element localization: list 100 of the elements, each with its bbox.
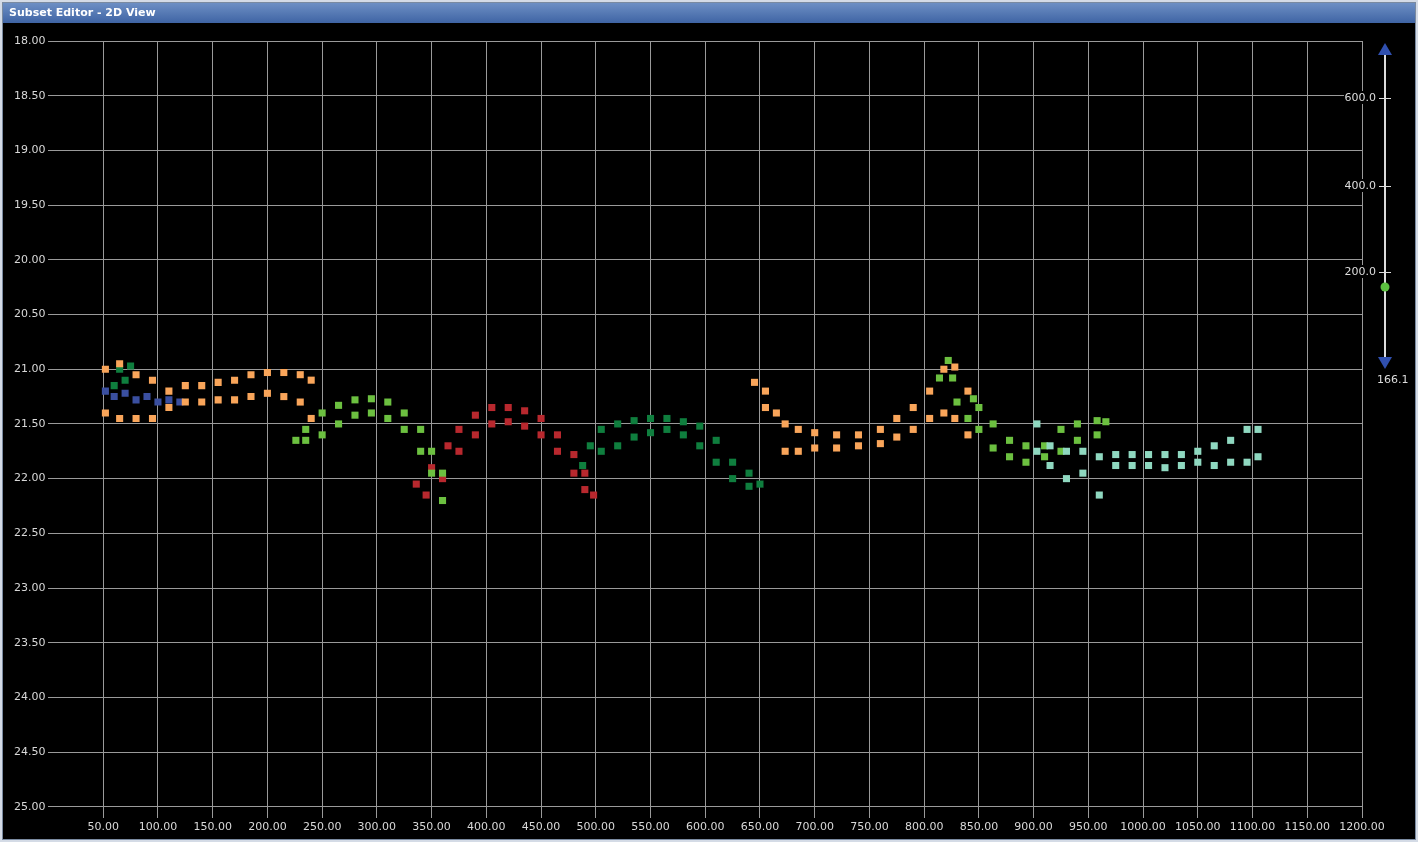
y-tick-label: 20.00 — [13, 252, 46, 266]
point — [1112, 461, 1120, 470]
range-slider: 600.0 400.0 200.0 166.1 — [1343, 43, 1415, 403]
point — [110, 393, 118, 401]
point — [909, 403, 917, 412]
point — [444, 442, 452, 450]
x-tick-label: 150.00 — [193, 820, 232, 834]
point — [296, 398, 304, 406]
point — [504, 403, 512, 412]
point — [1006, 453, 1014, 461]
x-tick-label: 300.00 — [357, 820, 397, 834]
point — [439, 469, 447, 477]
point — [422, 491, 430, 499]
point — [148, 376, 157, 384]
point — [181, 398, 189, 406]
point — [455, 447, 463, 455]
point — [794, 447, 802, 455]
y-tick-label: 20.50 — [13, 307, 46, 321]
point — [893, 414, 901, 422]
point — [214, 396, 222, 404]
point — [455, 425, 463, 433]
point — [579, 461, 587, 470]
point — [280, 393, 288, 401]
point — [1128, 461, 1136, 470]
point — [646, 429, 655, 437]
point — [1112, 451, 1120, 459]
chart-title: Subset Editor - 2D View — [3, 3, 1415, 23]
point — [781, 447, 789, 455]
x-tick-label: 400.00 — [467, 820, 506, 834]
y-tick-label: 19.50 — [13, 197, 46, 211]
point — [953, 398, 961, 406]
point — [597, 447, 605, 455]
point — [367, 395, 375, 403]
point — [926, 387, 934, 395]
point — [263, 368, 271, 377]
point — [181, 382, 189, 390]
point — [101, 409, 109, 417]
point — [296, 371, 304, 379]
point — [471, 431, 479, 439]
point — [696, 442, 704, 450]
point — [1161, 451, 1169, 459]
point — [926, 414, 934, 422]
x-tick-label: 1050.00 — [1175, 820, 1221, 834]
point — [876, 440, 884, 448]
point — [1033, 420, 1041, 428]
point — [1161, 464, 1169, 472]
point — [439, 496, 447, 505]
point — [909, 425, 917, 433]
point — [143, 393, 151, 401]
point — [761, 387, 769, 395]
point — [247, 371, 255, 379]
point — [964, 431, 972, 439]
point — [384, 414, 392, 422]
point — [351, 411, 359, 419]
point — [570, 451, 578, 459]
point — [794, 425, 802, 433]
point — [940, 409, 948, 417]
annotation: 400.0 — [1343, 179, 1377, 192]
point — [263, 389, 271, 397]
annotation: 200.0 — [1343, 265, 1377, 278]
point — [975, 403, 983, 412]
point — [1022, 442, 1030, 450]
x-tick-label: 250.00 — [302, 820, 342, 834]
point — [214, 378, 222, 386]
point — [1057, 425, 1065, 433]
x-tick-label: 600.00 — [686, 820, 725, 834]
point — [745, 469, 753, 477]
point — [951, 414, 959, 422]
point — [781, 420, 789, 428]
x-tick-label: 750.00 — [850, 820, 889, 834]
point — [614, 442, 622, 450]
point — [944, 356, 952, 365]
x-tick-label: 50.00 — [87, 820, 119, 834]
point — [940, 365, 948, 373]
point — [471, 411, 479, 419]
point — [975, 425, 983, 433]
y-tick-label: 24.50 — [13, 745, 46, 759]
x-tick-label: 900.00 — [1014, 820, 1053, 834]
point — [247, 393, 255, 401]
point — [132, 371, 140, 379]
point — [1227, 458, 1235, 466]
point — [400, 409, 408, 417]
point — [1243, 425, 1251, 433]
point — [1095, 453, 1103, 461]
point — [335, 401, 343, 409]
point — [761, 403, 769, 412]
point — [521, 422, 529, 430]
x-tick-label: 1100.00 — [1229, 820, 1276, 834]
point — [614, 420, 622, 428]
point — [854, 431, 863, 439]
point — [663, 425, 671, 433]
x-tick-label: 550.00 — [631, 820, 670, 834]
point — [231, 396, 239, 404]
point — [231, 376, 239, 384]
point — [101, 387, 109, 395]
y-tick-label: 24.00 — [13, 690, 46, 704]
point — [417, 447, 425, 455]
point — [307, 414, 315, 422]
point — [1145, 451, 1153, 459]
point — [1194, 447, 1202, 455]
